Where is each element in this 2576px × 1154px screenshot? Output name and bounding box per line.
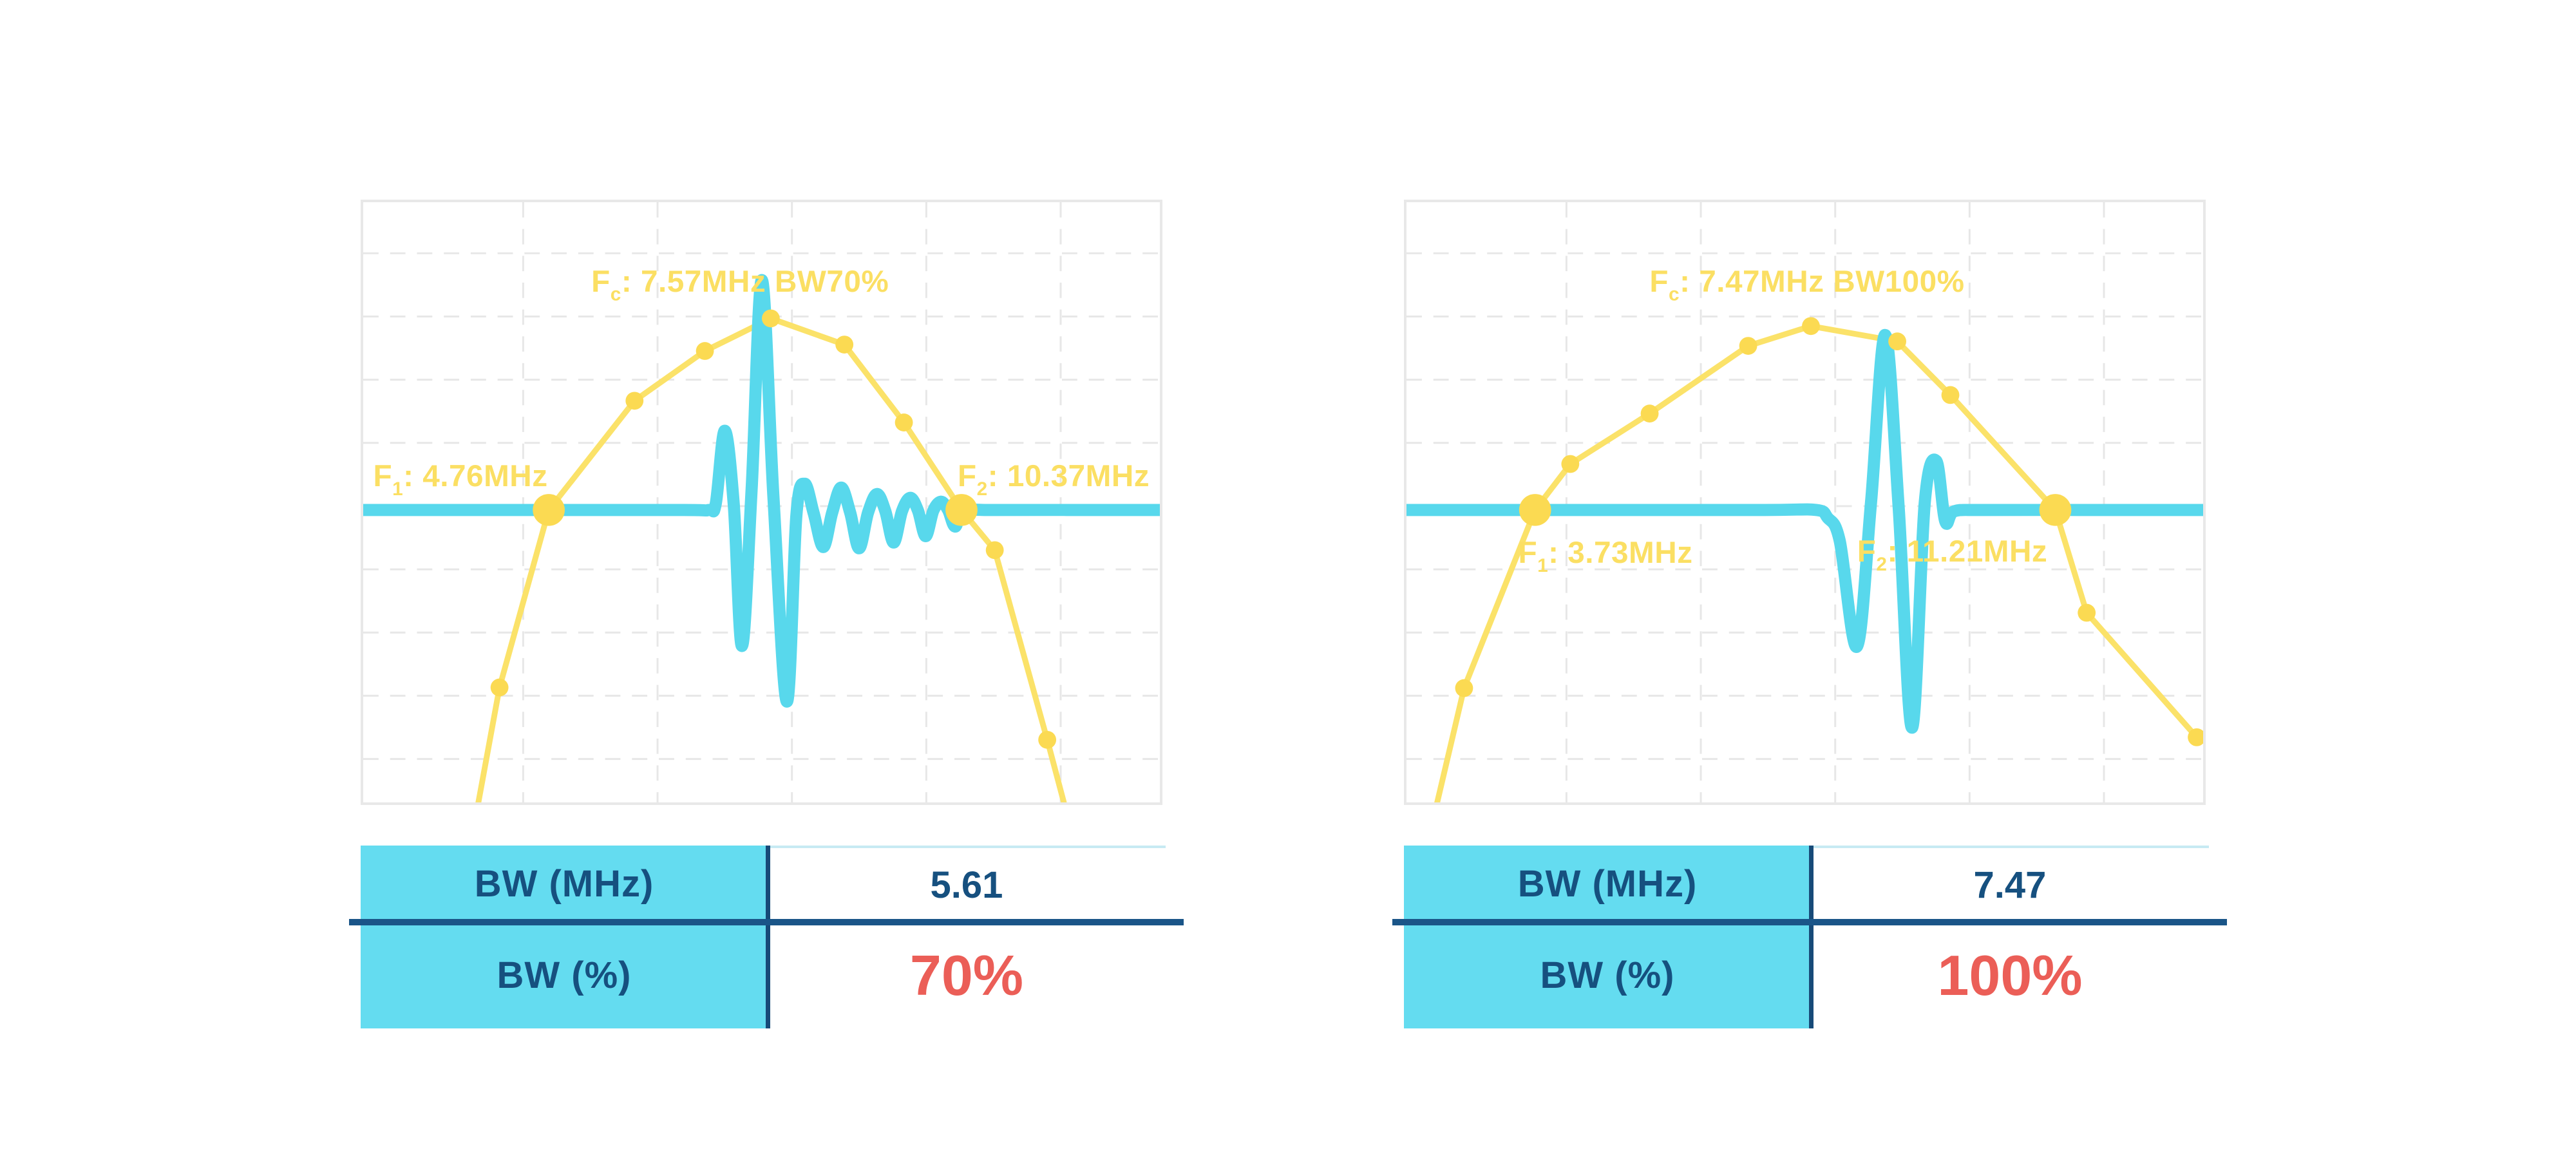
row-value-cell: 70% (909, 943, 1024, 1007)
bw-table-100pct: BW (MHz) 7.47 BW (%) 100% (1392, 846, 2227, 1028)
spectrum-chart-100pct: Fc: 7.47MHz BW100% F1: 3.73MHz F2: 11.21… (1404, 200, 2206, 805)
table-row-divider (349, 919, 1184, 925)
table-column-divider (766, 846, 770, 1028)
row-label-cell: BW (%) (361, 922, 768, 1028)
f2-annotation: F2: 10.37MHz (958, 459, 1150, 500)
table-column-divider (1809, 846, 1814, 1028)
row-value-cell: 7.47 (1811, 846, 2209, 922)
fc-annotation: Fc: 7.57MHz BW70% (591, 265, 889, 305)
f2-annotation: F2: 11.21MHz (1857, 534, 2047, 575)
row-label-cell: BW (%) (1404, 922, 1811, 1028)
row-value-cell: 5.61 (768, 846, 1166, 922)
table-row-divider (1392, 919, 2227, 925)
table-row: BW (MHz) 5.61 (361, 846, 1166, 922)
table-row: BW (%) 70% (361, 922, 1166, 1028)
row-value-cell: 100% (1937, 943, 2083, 1007)
row-label-cell: BW (MHz) (361, 846, 768, 922)
row-label-cell: BW (MHz) (1404, 846, 1811, 922)
f1-annotation: F1: 4.76MHz (373, 459, 547, 500)
table-row: BW (%) 100% (1404, 922, 2209, 1028)
spectrum-chart-100pct-canvas: Fc: 7.47MHz BW100% F1: 3.73MHz F2: 11.21… (1406, 202, 2203, 802)
spectrum-chart-70pct-canvas: Fc: 7.57MHz BW70% F1: 4.76MHz F2: 10.37M… (363, 202, 1160, 802)
spectrum-chart-70pct: Fc: 7.57MHz BW70% F1: 4.76MHz F2: 10.37M… (361, 200, 1162, 805)
f1-annotation: F1: 3.73MHz (1518, 536, 1692, 576)
table-row: BW (MHz) 7.47 (1404, 846, 2209, 922)
fc-annotation: Fc: 7.47MHz BW100% (1649, 265, 1964, 305)
bw-table-70pct: BW (MHz) 5.61 BW (%) 70% (349, 846, 1184, 1028)
